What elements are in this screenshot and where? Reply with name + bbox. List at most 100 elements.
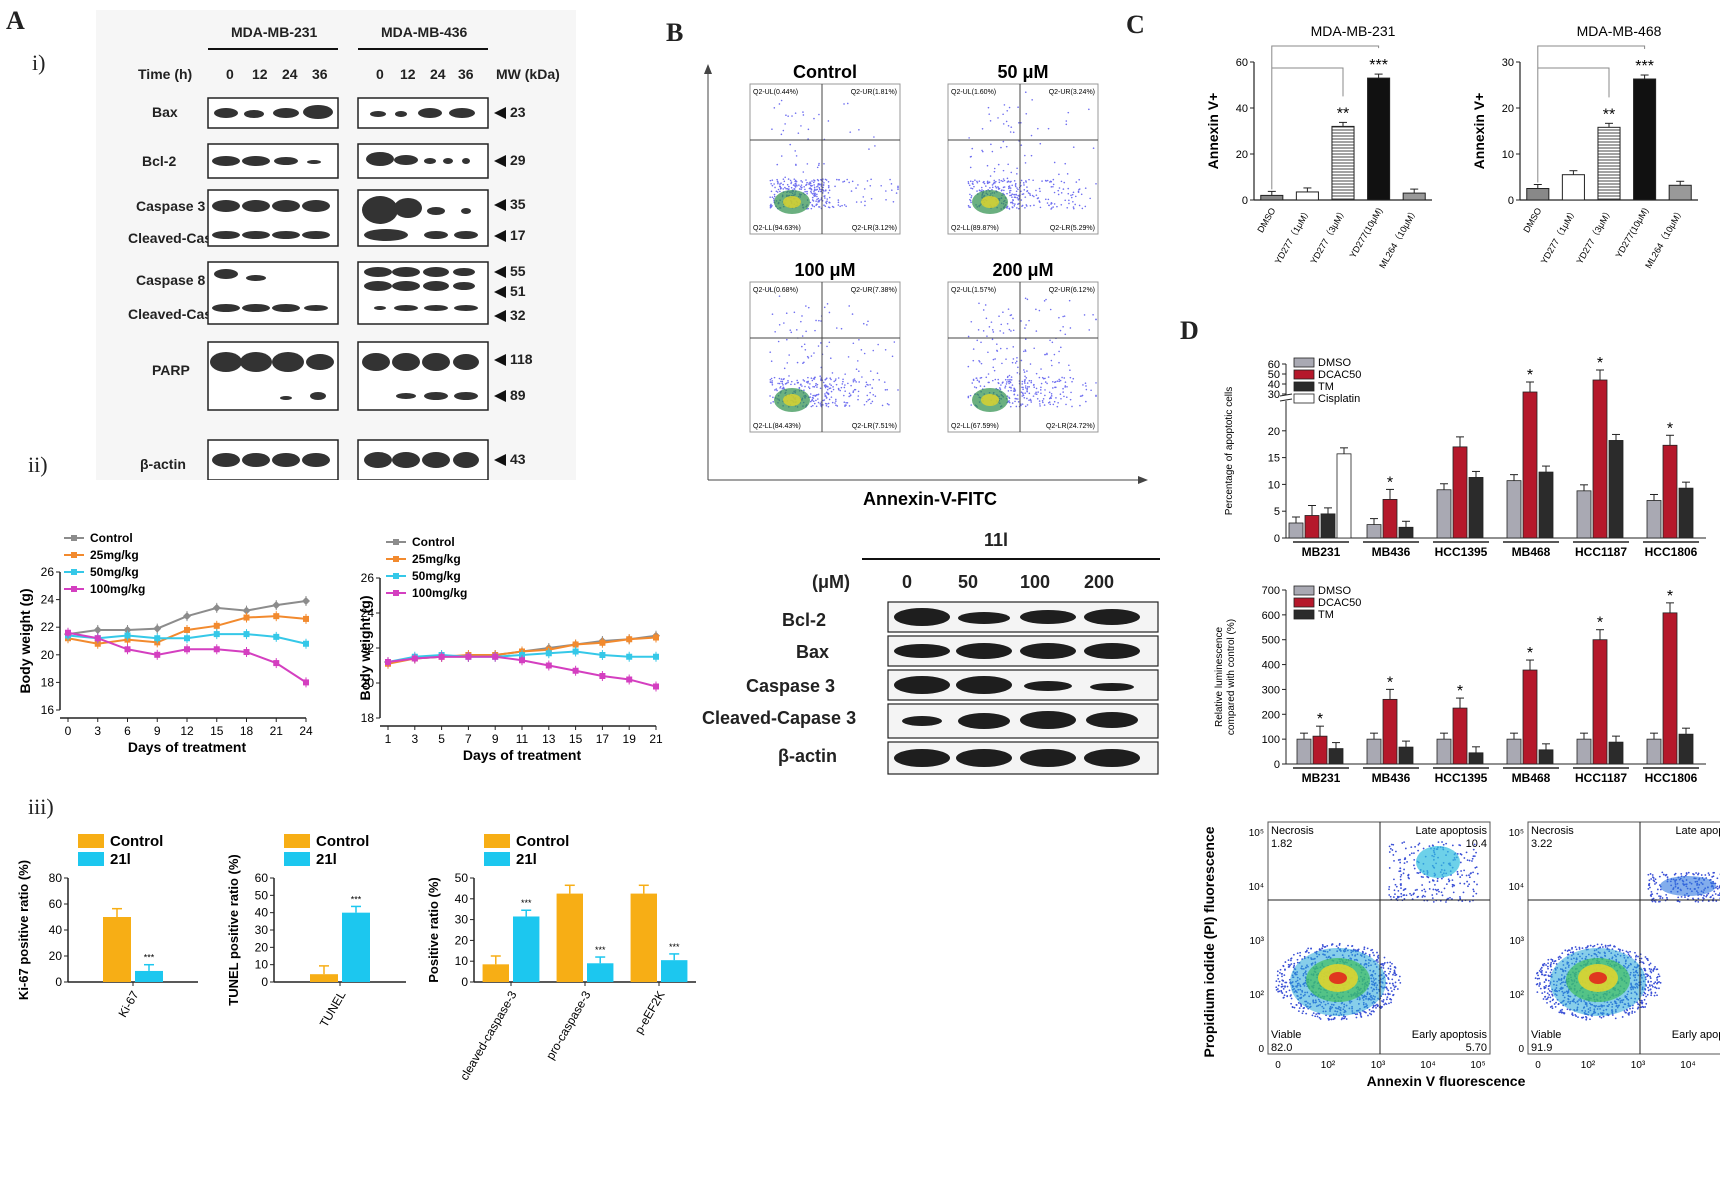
event-dot xyxy=(1419,871,1422,874)
event-dot xyxy=(871,400,874,403)
event-dot xyxy=(1475,851,1477,854)
event-dot xyxy=(782,188,785,190)
event-dot xyxy=(815,394,818,396)
event-dot xyxy=(1708,874,1711,876)
event-dot xyxy=(1383,956,1386,959)
event-dot xyxy=(787,188,790,191)
event-dot xyxy=(789,143,792,146)
legend-label: Control xyxy=(412,535,455,549)
event-dot xyxy=(1433,883,1436,886)
event-dot xyxy=(836,178,838,181)
bar-treat xyxy=(135,970,163,982)
event-dot xyxy=(791,115,793,117)
event-dot xyxy=(1010,171,1013,174)
event-dot xyxy=(997,188,1000,190)
event-dot xyxy=(778,323,781,326)
event-dot xyxy=(813,205,816,208)
event-dot xyxy=(1007,163,1009,166)
event-dot xyxy=(824,393,826,395)
event-dot xyxy=(1468,876,1471,879)
event-dot xyxy=(809,396,811,398)
event-dot xyxy=(823,162,825,165)
event-dot xyxy=(1535,983,1538,986)
event-dot xyxy=(1405,894,1408,897)
event-dot xyxy=(829,383,831,385)
time-0: 0 xyxy=(376,66,384,82)
event-dot xyxy=(1385,998,1388,1001)
event-dot xyxy=(852,390,855,392)
event-dot xyxy=(1075,181,1078,183)
data-point xyxy=(243,631,250,638)
event-dot xyxy=(1306,949,1308,952)
event-dot xyxy=(1396,895,1399,898)
viable-label: Viable xyxy=(1271,1029,1301,1041)
event-dot xyxy=(1062,326,1064,328)
y-axis-label: Positive ratio (%) xyxy=(426,877,441,982)
event-dot xyxy=(1371,1006,1374,1009)
quadrant-lr: Q2-LR(5.29%) xyxy=(1050,225,1095,232)
event-dot xyxy=(808,182,810,185)
event-dot xyxy=(814,329,816,332)
event-dot xyxy=(1656,892,1659,895)
data-point xyxy=(213,646,220,653)
event-dot xyxy=(1067,111,1070,114)
event-dot xyxy=(1548,975,1550,978)
event-dot xyxy=(998,179,1001,181)
event-dot xyxy=(1276,974,1279,977)
event-dot xyxy=(1551,959,1554,961)
event-dot xyxy=(1649,975,1652,978)
event-dot xyxy=(1041,399,1044,402)
event-dot xyxy=(1065,123,1068,126)
x-tick-label: YD277（3μM） xyxy=(1308,206,1348,266)
event-dot xyxy=(783,367,786,370)
event-dot xyxy=(805,330,807,333)
event-dot xyxy=(1004,387,1006,389)
event-dot xyxy=(1028,178,1030,181)
event-dot xyxy=(1614,945,1616,948)
event-dot xyxy=(1386,996,1389,999)
event-dot xyxy=(1044,389,1046,391)
event-dot xyxy=(1089,197,1091,200)
event-dot xyxy=(822,184,825,186)
event-dot xyxy=(1039,405,1041,407)
event-dot xyxy=(781,380,784,383)
event-dot xyxy=(1370,1013,1373,1016)
event-dot xyxy=(1015,190,1018,193)
event-dot xyxy=(1614,1017,1617,1020)
event-dot xyxy=(1035,189,1037,192)
necrosis-label: Necrosis xyxy=(1271,825,1314,837)
cell-line-436: MDA-MB-436 xyxy=(381,24,468,40)
event-dot xyxy=(1059,379,1062,382)
plot-title: 100 μM xyxy=(794,260,855,280)
event-dot xyxy=(812,397,815,399)
event-dot xyxy=(852,380,855,383)
event-dot xyxy=(1000,323,1003,326)
event-dot xyxy=(1441,841,1443,843)
event-dot xyxy=(829,357,832,360)
event-dot xyxy=(969,156,972,158)
event-dot xyxy=(817,197,820,200)
event-dot xyxy=(1052,403,1055,406)
event-dot xyxy=(867,399,869,401)
y-axis-label: Percentage of apoptotic cells xyxy=(1224,387,1235,515)
y-tick-label: 0 xyxy=(1274,759,1280,771)
event-dot xyxy=(780,99,783,102)
bar-DCAC50 xyxy=(1592,639,1608,765)
event-dot xyxy=(1427,876,1430,879)
event-dot xyxy=(769,351,772,353)
event-dot xyxy=(1051,387,1054,389)
event-dot xyxy=(809,181,811,183)
event-dot xyxy=(1400,887,1402,890)
event-dot xyxy=(1559,1009,1562,1012)
y-axis-label: Relative luminescence xyxy=(1214,627,1225,727)
event-dot xyxy=(1002,332,1005,334)
event-dot xyxy=(1658,875,1661,878)
event-dot xyxy=(1072,206,1075,208)
event-dot xyxy=(1566,1008,1569,1011)
legend-swatch xyxy=(1293,369,1315,380)
event-dot xyxy=(826,198,829,200)
event-dot xyxy=(1677,896,1680,899)
event-dot xyxy=(1276,970,1279,973)
data-point xyxy=(492,653,499,660)
event-dot xyxy=(769,395,771,397)
